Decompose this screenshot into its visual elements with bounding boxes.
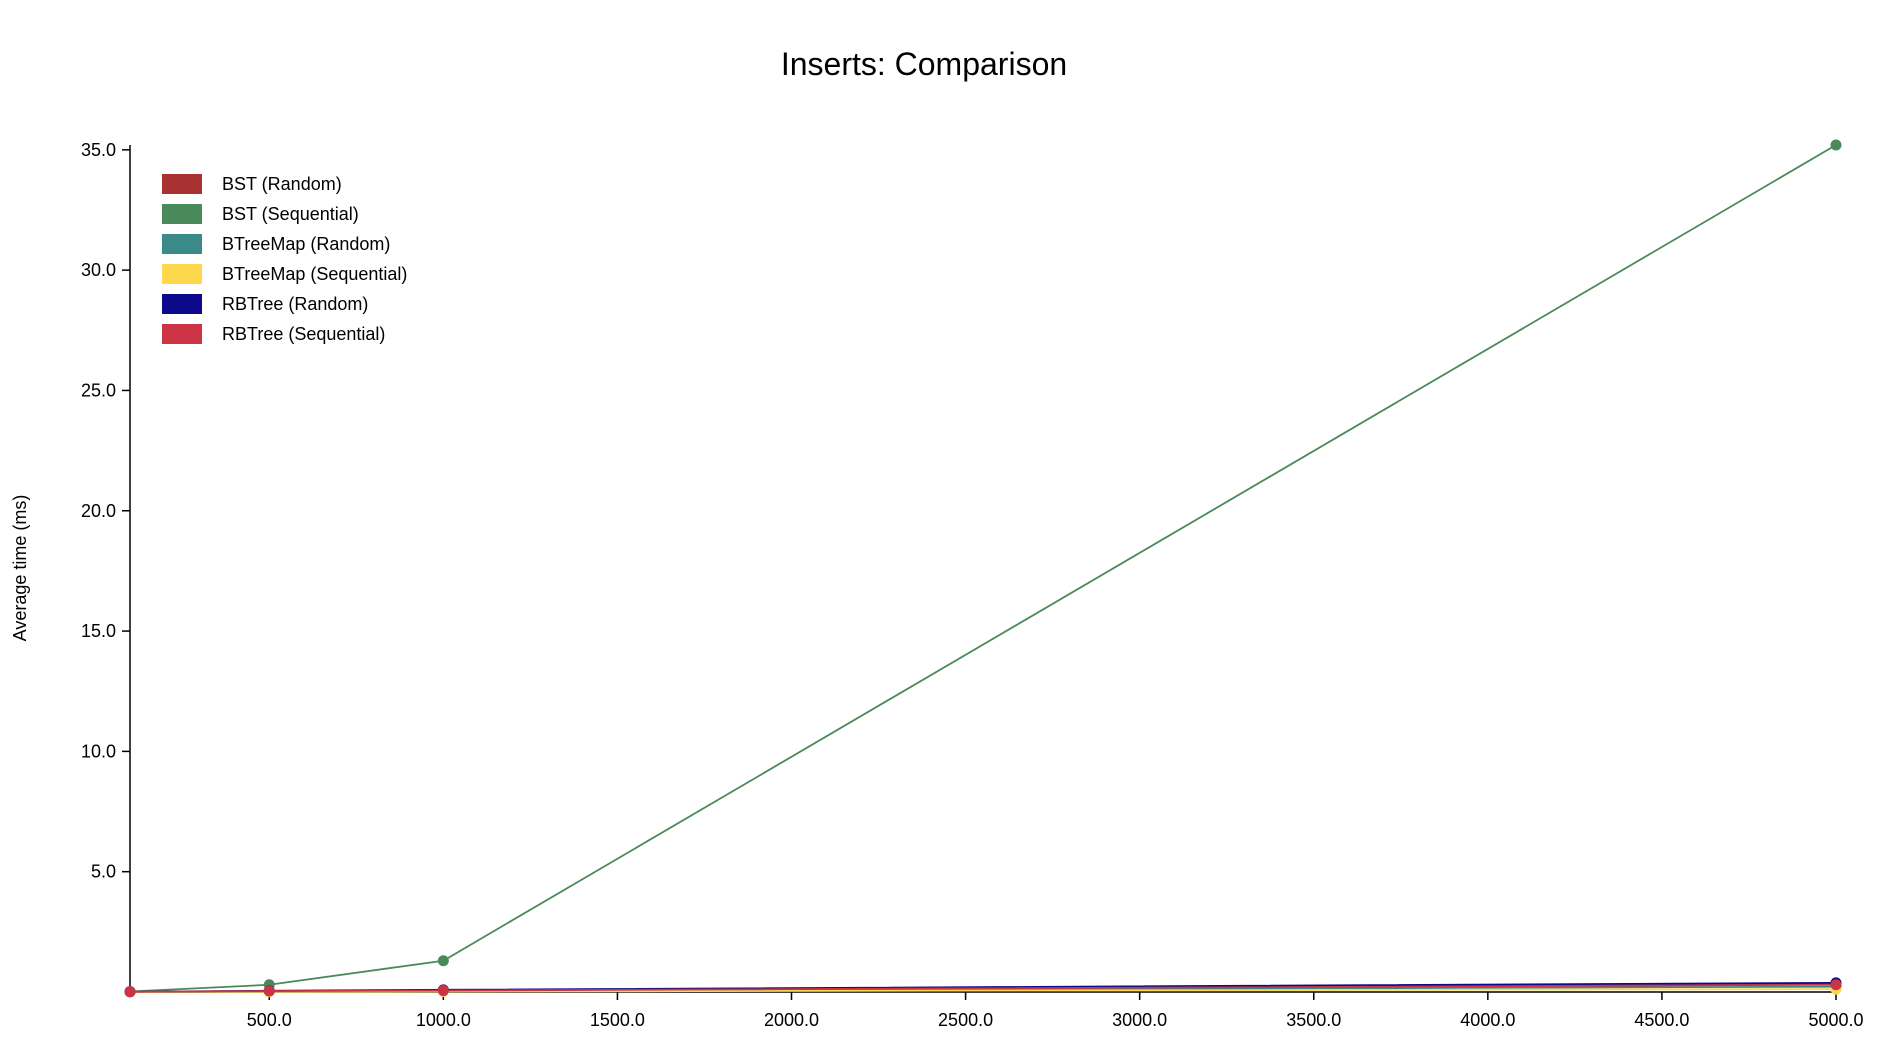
y-tick-label: 10.0 <box>81 741 116 761</box>
x-tick-label: 2000.0 <box>764 1010 819 1030</box>
data-point-rbtree-sequential <box>437 985 449 997</box>
legend-label: BST (Random) <box>222 174 342 194</box>
legend-swatch <box>162 294 202 314</box>
legend-swatch <box>162 174 202 194</box>
legend-swatch <box>162 234 202 254</box>
legend-label: BTreeMap (Random) <box>222 234 390 254</box>
legend-swatch <box>162 264 202 284</box>
legend-swatch <box>162 324 202 344</box>
legend-label: RBTree (Random) <box>222 294 368 314</box>
y-tick-label: 5.0 <box>91 862 116 882</box>
x-tick-label: 1000.0 <box>416 1010 471 1030</box>
x-tick-label: 4500.0 <box>1634 1010 1689 1030</box>
y-tick-label: 35.0 <box>81 140 116 160</box>
series-lines <box>129 144 1837 993</box>
x-tick-label: 1500.0 <box>590 1010 645 1030</box>
y-tick-label: 25.0 <box>81 380 116 400</box>
data-point-bst-sequential <box>1830 139 1842 151</box>
y-tick-label: 30.0 <box>81 260 116 280</box>
legend-label: BTreeMap (Sequential) <box>222 264 407 284</box>
x-tick-label: 500.0 <box>247 1010 292 1030</box>
series-line-rbtree-sequential <box>129 983 1837 993</box>
y-tick-label: 15.0 <box>81 621 116 641</box>
y-axis-label: Average time (ms) <box>10 495 30 642</box>
x-ticks: 500.0 1000.0 1500.0 2000.0 2500.0 3000.0 3500.… <box>247 992 1864 1030</box>
legend-label: RBTree (Sequential) <box>222 324 385 344</box>
y-ticks: 5.0 10.0 15.0 20.0 25.0 30.0 35.0 <box>81 140 130 882</box>
x-tick-label: 3000.0 <box>1112 1010 1167 1030</box>
series-points <box>124 139 1842 998</box>
data-point-rbtree-sequential <box>1830 979 1842 991</box>
x-tick-label: 3500.0 <box>1286 1010 1341 1030</box>
y-tick-label: 20.0 <box>81 501 116 521</box>
series-line-bst-sequential <box>129 144 1837 993</box>
x-tick-label: 4000.0 <box>1460 1010 1515 1030</box>
legend: BST (Random) BST (Sequential) BTreeMap (Ra… <box>162 174 407 344</box>
chart-title: Inserts: Comparison <box>781 46 1067 82</box>
x-tick-label: 5000.0 <box>1808 1010 1863 1030</box>
x-tick-label: 2500.0 <box>938 1010 993 1030</box>
data-point-rbtree-sequential <box>263 985 275 997</box>
data-point-bst-sequential <box>437 955 449 967</box>
legend-swatch <box>162 204 202 224</box>
legend-label: BST (Sequential) <box>222 204 359 224</box>
data-point-rbtree-sequential <box>124 986 136 998</box>
